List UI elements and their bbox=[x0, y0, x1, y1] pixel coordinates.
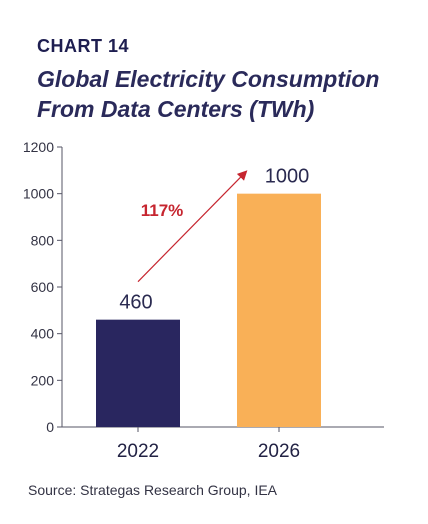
y-tick-label: 1000 bbox=[23, 186, 54, 202]
chart-title: Global Electricity Consumption From Data… bbox=[37, 64, 379, 124]
bar-2026 bbox=[237, 193, 321, 427]
growth-percent-label: 117% bbox=[141, 201, 184, 220]
chart-data-labels: 460 1000 bbox=[119, 166, 309, 314]
y-tick-label: 0 bbox=[46, 419, 54, 435]
chart-number-label: CHART 14 bbox=[37, 36, 130, 56]
bar-2022 bbox=[96, 319, 180, 427]
x-tick-label: 2022 bbox=[117, 441, 159, 462]
source-note: Source: Strategas Research Group, IEA bbox=[28, 482, 278, 498]
chart-axes: 0 200 400 600 800 1000 1200 2022 2026 bbox=[23, 139, 384, 462]
bar-chart: 0 200 400 600 800 1000 1200 2022 2026 460 1000 11… bbox=[23, 139, 384, 462]
y-tick-label: 800 bbox=[31, 232, 55, 248]
y-tick-label: 400 bbox=[31, 326, 55, 342]
y-tick-label: 1200 bbox=[23, 139, 54, 155]
x-tick-label: 2026 bbox=[258, 441, 300, 462]
chart-bars bbox=[96, 193, 321, 427]
chart-title-line-2: From Data Centers (TWh) bbox=[37, 96, 315, 122]
y-tick-label: 200 bbox=[31, 372, 55, 388]
chart-title-line-1: Global Electricity Consumption bbox=[37, 66, 380, 92]
data-label-2026: 1000 bbox=[265, 166, 310, 188]
y-tick-label: 600 bbox=[31, 279, 55, 295]
data-label-2022: 460 bbox=[119, 292, 152, 314]
growth-arrow bbox=[137, 170, 248, 283]
chart-annotation: 117% bbox=[137, 170, 248, 283]
